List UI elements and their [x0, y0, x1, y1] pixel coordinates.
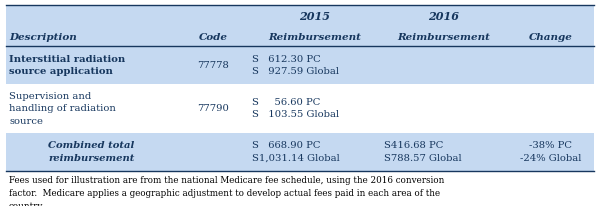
Text: Reimbursement: Reimbursement	[398, 33, 490, 42]
Text: S   612.30 PC
S   927.59 Global: S 612.30 PC S 927.59 Global	[252, 55, 339, 76]
Text: Interstitial radiation
source application: Interstitial radiation source applicatio…	[9, 55, 125, 76]
Text: Description: Description	[9, 33, 77, 42]
Bar	[6, 133, 594, 171]
Bar	[6, 46, 594, 84]
Text: Change: Change	[529, 33, 572, 42]
Text: Supervision and
handling of radiation
source: Supervision and handling of radiation so…	[9, 92, 116, 126]
Bar	[6, 84, 594, 133]
Text: 2016: 2016	[428, 11, 460, 22]
Text: 2015: 2015	[299, 11, 331, 22]
Text: 77790: 77790	[197, 104, 229, 113]
Text: 77778: 77778	[197, 61, 229, 70]
Text: Fees used for illustration are from the national Medicare fee schedule, using th: Fees used for illustration are from the …	[9, 176, 445, 206]
Bar	[6, 5, 594, 46]
Text: Reimbursement: Reimbursement	[269, 33, 361, 42]
Bar	[6, 171, 594, 206]
Text: -38% PC
-24% Global: -38% PC -24% Global	[520, 141, 581, 163]
Text: S   668.90 PC
S1,031.14 Global: S 668.90 PC S1,031.14 Global	[252, 141, 340, 163]
Text: Code: Code	[199, 33, 227, 42]
Text: S416.68 PC
S788.57 Global: S416.68 PC S788.57 Global	[384, 141, 461, 163]
Text: S     56.60 PC
S   103.55 Global: S 56.60 PC S 103.55 Global	[252, 98, 339, 119]
Text: Combined total
reimbursement: Combined total reimbursement	[49, 141, 134, 163]
